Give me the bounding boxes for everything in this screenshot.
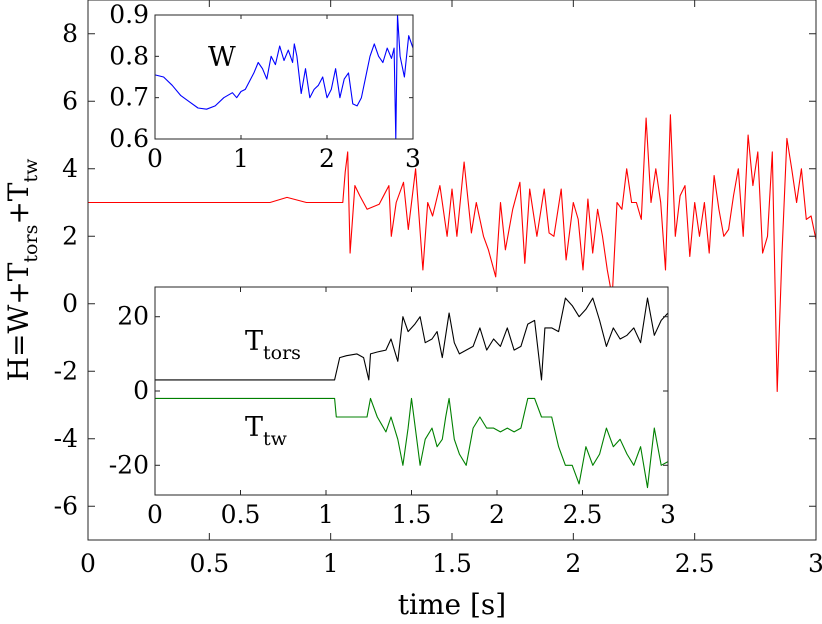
main-y-tick-label: -4 (54, 424, 78, 453)
inset-t-series-lines (155, 297, 669, 489)
main-x-tick-label: 3 (808, 549, 822, 578)
inset-w-background (155, 15, 413, 139)
main-y-tick-label: 0 (62, 289, 78, 318)
inset-w-series-w (154, 14, 414, 140)
inset-t-y-tick-label: 0 (133, 376, 149, 405)
main-y-tick-label: 6 (62, 86, 78, 115)
inset-t-x-tick-label: 0 (147, 500, 163, 529)
main-x-tick-label: 1 (323, 549, 339, 578)
t-tors-annotation-base: T (245, 326, 263, 357)
inset-t-plot: 0 0.5 1 1.5 2 2.5 3 -20 0 20 Ttors Ttw (109, 286, 676, 529)
inset-w-annotation: W (208, 42, 236, 73)
inset-t-y-tick-label: 20 (117, 302, 149, 331)
main-y-label-sub-tw: tw (20, 158, 42, 183)
main-y-tick-label: 4 (62, 154, 78, 183)
inset-t-ticks: 0 0.5 1 1.5 2 2.5 3 -20 0 20 (109, 287, 676, 529)
main-x-tick-label: 2 (565, 549, 581, 578)
t-tors-annotation: Ttors (245, 326, 301, 364)
inset-w-frame (154, 14, 414, 140)
inset-w-x-tick-label: 1 (233, 144, 249, 173)
inset-w-ticks: 0 1 2 3 0.6 0.7 0.8 0.9 (109, 0, 421, 173)
inset-w-y-tick-label: 0.9 (109, 0, 149, 29)
inset-w-y-tick-label: 0.7 (109, 83, 149, 112)
main-y-label-mid: +T (2, 182, 35, 224)
main-series-h (88, 114, 817, 393)
t-tors-annotation-sub: tors (263, 342, 301, 364)
t-tw-annotation-base: T (245, 412, 263, 443)
inset-w-series-lines (154, 14, 414, 140)
inset-t-series-t-tw (155, 397, 669, 489)
inset-w-x-tick-label: 3 (405, 144, 421, 173)
inset-w-x-tick-label: 2 (319, 144, 335, 173)
main-y-axis-label: H=W+Ttors+Ttw (2, 158, 42, 381)
t-tw-annotation: Ttw (245, 412, 288, 450)
main-y-tick-label: -6 (54, 491, 78, 520)
inset-t-x-tick-label: 0.5 (221, 500, 261, 529)
main-y-label-base: H=W+T (2, 262, 35, 381)
main-x-tick-label: 0.5 (189, 549, 229, 578)
inset-t-y-tick-label: -20 (109, 450, 149, 479)
inset-t-series-t-tors (155, 297, 669, 381)
inset-t-background (155, 287, 668, 495)
main-series-lines (88, 114, 817, 393)
inset-t-x-tick-label: 3 (660, 500, 676, 529)
inset-t-x-tick-label: 2.5 (563, 500, 603, 529)
inset-t-x-tick-label: 1.5 (392, 500, 432, 529)
inset-w-y-tick-label: 0.6 (109, 124, 149, 153)
main-y-tick-label: 2 (62, 221, 78, 250)
inset-w-y-tick-label: 0.8 (109, 41, 149, 70)
main-y-tick-label: 8 (62, 19, 78, 48)
main-x-tick-label: 0 (80, 549, 96, 578)
inset-t-x-tick-label: 2 (489, 500, 505, 529)
main-x-tick-label: 2.5 (675, 549, 715, 578)
inset-w-x-tick-label: 0 (147, 144, 163, 173)
main-x-axis-label: time [s] (398, 588, 506, 621)
main-y-tick-label: -2 (54, 356, 78, 385)
main-x-tick-label: 1.5 (432, 549, 472, 578)
main-y-label-sub-tors: tors (20, 225, 42, 263)
inset-w-plot: 0 1 2 3 0.6 0.7 0.8 0.9 W (109, 0, 421, 173)
t-tw-annotation-sub: tw (263, 428, 288, 450)
inset-t-x-tick-label: 1 (318, 500, 334, 529)
